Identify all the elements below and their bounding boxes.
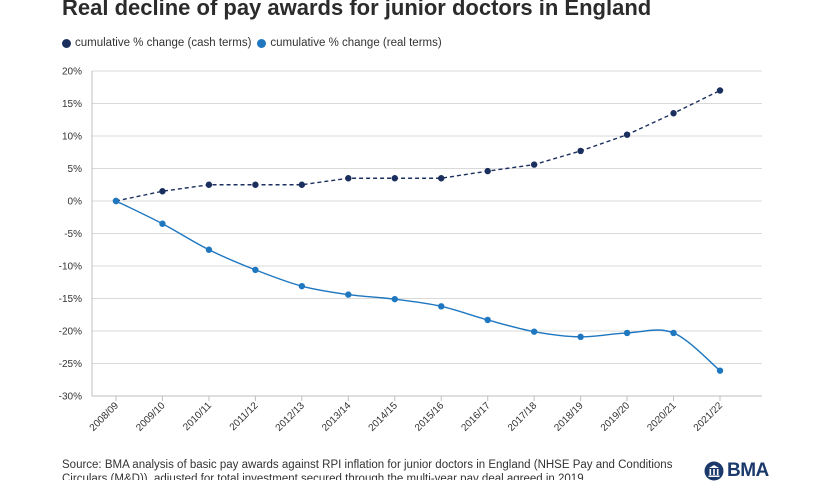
data-point-cash bbox=[670, 110, 677, 117]
x-tick-label: 2015/16 bbox=[413, 400, 447, 434]
data-point-real bbox=[716, 367, 724, 374]
data-point-cash bbox=[577, 147, 584, 155]
source-note: Source: BMA analysis of basic pay awards… bbox=[62, 459, 673, 480]
legend-swatch-real bbox=[257, 38, 267, 48]
x-tick-label: 2021/22 bbox=[692, 400, 726, 434]
y-tick-label: -10% bbox=[59, 262, 82, 273]
data-point-cash bbox=[623, 131, 631, 138]
data-point-real bbox=[252, 266, 259, 274]
y-tick-label: -25% bbox=[59, 359, 82, 370]
y-tick-label: 0% bbox=[68, 197, 83, 208]
data-point-real bbox=[577, 333, 584, 341]
data-point-cash bbox=[205, 181, 213, 188]
data-point-cash bbox=[345, 175, 352, 182]
y-tick-label: -30% bbox=[59, 392, 82, 403]
series-line-real bbox=[115, 200, 721, 372]
y-tick-label: -5% bbox=[64, 229, 82, 240]
y-tick-label: -15% bbox=[59, 294, 82, 305]
data-point-cash bbox=[159, 188, 166, 195]
legend-swatch-cash bbox=[62, 38, 71, 48]
data-point-cash bbox=[298, 181, 306, 188]
data-point-cash bbox=[252, 181, 259, 188]
y-tick-label: -20% bbox=[59, 327, 82, 338]
x-tick-label: 2014/15 bbox=[367, 400, 401, 434]
data-point-real bbox=[159, 220, 166, 227]
legend-label-real: cumulative % change (real terms) bbox=[270, 37, 442, 49]
x-tick-label: 2013/14 bbox=[320, 400, 354, 434]
y-tick-label: 5% bbox=[68, 164, 83, 175]
y-tick-label: 10% bbox=[62, 132, 82, 143]
data-point-real bbox=[345, 291, 352, 298]
legend-item-real[interactable]: cumulative % change (real terms) bbox=[257, 37, 442, 49]
x-tick-label: 2016/17 bbox=[459, 400, 493, 434]
series-line-cash bbox=[115, 89, 721, 202]
data-point-cash bbox=[391, 175, 398, 182]
data-point-cash bbox=[484, 167, 491, 175]
x-tick-label: 2017/18 bbox=[506, 400, 540, 434]
data-point-cash bbox=[530, 161, 538, 168]
x-tick-label: 2010/11 bbox=[181, 400, 214, 433]
legend-label-cash: cumulative % change (cash terms) bbox=[75, 37, 252, 49]
x-tick-label: 2008/09 bbox=[88, 400, 122, 434]
data-point-real bbox=[391, 295, 398, 303]
data-point-real bbox=[205, 246, 213, 253]
bma-emblem-icon bbox=[704, 461, 724, 481]
x-tick-label: 2009/10 bbox=[134, 400, 168, 434]
data-point-real bbox=[298, 282, 306, 290]
x-tick-label: 2011/12 bbox=[228, 400, 261, 433]
data-point-cash bbox=[438, 175, 445, 182]
chart-title: Real decline of pay awards for junior do… bbox=[62, 0, 652, 20]
x-tick-label: 2012/13 bbox=[274, 400, 308, 434]
line-chart: 20% 15% 10% 5% 0% -5% -10% -15% -20% -25% -30% 2008… bbox=[59, 67, 762, 434]
data-point-real bbox=[438, 303, 445, 310]
data-point-real bbox=[623, 329, 631, 337]
data-point-real bbox=[484, 316, 491, 324]
x-tick-label: 2018/19 bbox=[552, 400, 586, 434]
legend-item-cash[interactable]: cumulative % change (cash terms) bbox=[62, 37, 251, 49]
data-point-real bbox=[670, 329, 677, 337]
data-point-real bbox=[112, 197, 120, 205]
y-tick-label: 15% bbox=[62, 99, 82, 110]
x-tick-label: 2020/21 bbox=[645, 400, 679, 434]
logo-text: BMA bbox=[727, 460, 769, 481]
x-tick-label: 2019/20 bbox=[599, 400, 633, 434]
data-point-cash bbox=[716, 87, 724, 94]
bma-logo: BMA bbox=[704, 460, 769, 482]
data-point-real bbox=[530, 328, 538, 335]
legend: cumulative % change (cash terms) cumulat… bbox=[62, 37, 448, 49]
y-tick-label: 20% bbox=[62, 67, 82, 78]
